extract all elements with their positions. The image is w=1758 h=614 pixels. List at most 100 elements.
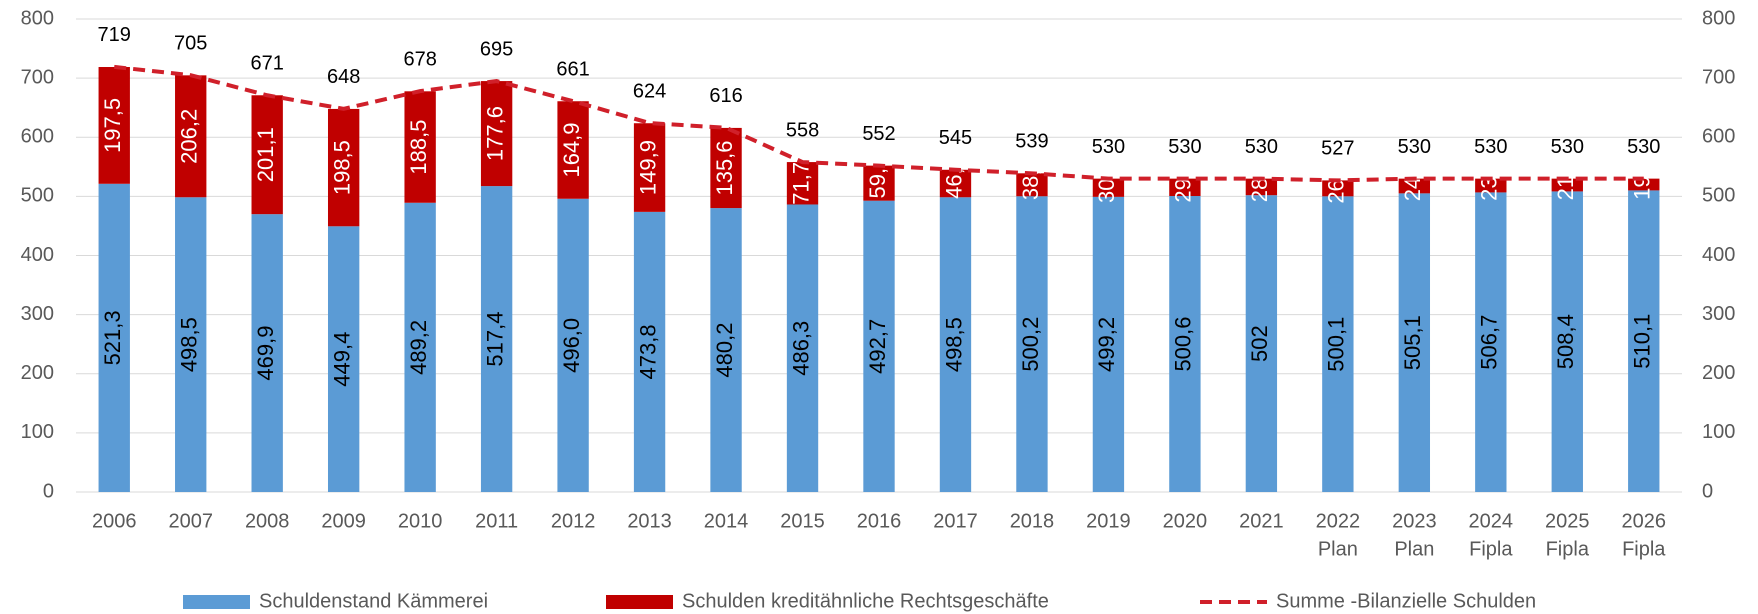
legend-label: Summe -Bilanzielle Schulden — [1276, 590, 1536, 612]
legend-label: Schulden kreditähnliche Rechtsgeschäfte — [682, 590, 1049, 612]
total-label: 661 — [556, 58, 589, 80]
bar-value-label: 449,4 — [329, 332, 354, 387]
x-tick-label: Fipla — [1546, 538, 1590, 560]
x-tick-label: 2022 — [1316, 510, 1361, 532]
bar-value-label: 489,2 — [406, 320, 431, 375]
bar-segment — [480, 81, 513, 187]
bar-segment — [404, 91, 436, 203]
x-tick-label: 2016 — [857, 510, 902, 532]
total-label: 705 — [174, 32, 207, 54]
bar-value-label: 59, — [865, 168, 890, 199]
legend-label: Schuldenstand Kämmerei — [259, 590, 488, 612]
x-tick-label: 2025 — [1545, 510, 1590, 532]
bar-segment — [1245, 195, 1278, 492]
line-series — [114, 64, 1644, 183]
bar-value-label: 23, — [1477, 170, 1502, 201]
total-label: 539 — [1015, 131, 1048, 153]
bar-value-label: 517,4 — [482, 312, 507, 367]
bar-value-label: 505,1 — [1400, 315, 1425, 370]
bar-value-label: 480,2 — [712, 323, 737, 378]
x-tick-label: 2008 — [245, 510, 290, 532]
bar-value-label: 26, — [1324, 173, 1349, 204]
bar-segment — [1092, 178, 1125, 197]
bar-value-label: 498,5 — [941, 317, 966, 372]
y2-tick-label: 0 — [1702, 480, 1713, 502]
y-tick-label: 400 — [21, 244, 54, 266]
y-tick-label: 100 — [21, 421, 54, 443]
bar-segment — [480, 186, 513, 492]
x-tick-label: Fipla — [1469, 538, 1513, 560]
total-label: 719 — [98, 24, 131, 46]
bar-segment — [98, 183, 130, 492]
x-tick-label: 2013 — [627, 510, 672, 532]
bar-segment — [175, 197, 207, 492]
total-label: 530 — [1092, 136, 1125, 158]
bar-value-label: 500,6 — [1171, 316, 1196, 371]
bar-segment — [557, 101, 589, 199]
bar-segment — [1475, 178, 1507, 193]
x-tick-label: 2021 — [1239, 510, 1284, 532]
bar-value-label: 469,9 — [253, 326, 278, 381]
bar-value-label: 492,7 — [865, 319, 890, 374]
x-tick-label: 2009 — [321, 510, 366, 532]
x-tick-label: 2023 — [1392, 510, 1437, 532]
total-label: 624 — [633, 80, 666, 102]
bar-value-label: 177,6 — [482, 106, 507, 161]
total-label: 558 — [786, 119, 819, 141]
x-tick-label: 2010 — [398, 510, 443, 532]
x-tick-label: 2015 — [780, 510, 825, 532]
y-tick-label: 300 — [21, 303, 54, 325]
total-label: 616 — [709, 85, 742, 107]
bar-segment — [175, 75, 207, 198]
bar-segment — [251, 214, 283, 492]
x-tick-label: 2011 — [475, 510, 518, 532]
x-tick-label: 2012 — [551, 510, 596, 532]
bar-value-label: 521,3 — [100, 310, 125, 365]
bar-value-label: 510,1 — [1630, 314, 1655, 369]
y-tick-label: 600 — [21, 126, 54, 148]
total-label: 648 — [327, 66, 360, 88]
total-label: 545 — [939, 127, 972, 149]
bar-segment — [710, 127, 742, 209]
bar-segment — [1169, 178, 1201, 197]
bar-segment — [557, 198, 589, 493]
bar-segment — [404, 202, 436, 492]
bar-value-label: 197,5 — [100, 98, 125, 153]
x-tick-label: 2019 — [1086, 510, 1131, 532]
bar-segment — [1016, 196, 1048, 492]
bar-value-label: 473,8 — [635, 324, 660, 379]
bar-segment — [1628, 190, 1660, 492]
bar-segment — [327, 226, 360, 493]
bar-value-label: 28, — [1247, 172, 1272, 203]
bar-segment — [1016, 173, 1048, 197]
x-tick-label: 2020 — [1163, 510, 1208, 532]
bar-value-label: 496,0 — [559, 318, 584, 373]
bar-segment — [327, 108, 360, 227]
y-tick-label: 700 — [21, 66, 54, 88]
bar-segment — [1551, 191, 1583, 492]
total-label: 552 — [862, 123, 895, 145]
y2-tick-label: 200 — [1702, 362, 1735, 384]
total-label: 530 — [1551, 136, 1584, 158]
y2-tick-label: 600 — [1702, 126, 1735, 148]
bar-segment — [251, 95, 283, 215]
total-label: 530 — [1627, 136, 1660, 158]
y-tick-label: 500 — [21, 185, 54, 207]
x-tick-label: 2026 — [1622, 510, 1667, 532]
bar-value-label: 498,5 — [177, 317, 202, 372]
x-tick-label: Plan — [1394, 538, 1434, 560]
legend-swatch — [606, 595, 673, 609]
bar-value-label: 499,2 — [1094, 317, 1119, 372]
bar-segment — [939, 169, 972, 198]
x-tick-label: 2017 — [933, 510, 978, 532]
bar-segment — [1322, 196, 1354, 493]
total-label: 530 — [1245, 136, 1278, 158]
bar-segment — [98, 67, 130, 184]
bar-segment — [1245, 178, 1278, 196]
bar-segment — [1475, 192, 1507, 492]
bar-segment — [863, 165, 895, 201]
bar-value-label: 508,4 — [1553, 314, 1578, 369]
bar-value-label: 164,9 — [559, 122, 584, 177]
bar-value-label: 506,7 — [1477, 315, 1502, 370]
